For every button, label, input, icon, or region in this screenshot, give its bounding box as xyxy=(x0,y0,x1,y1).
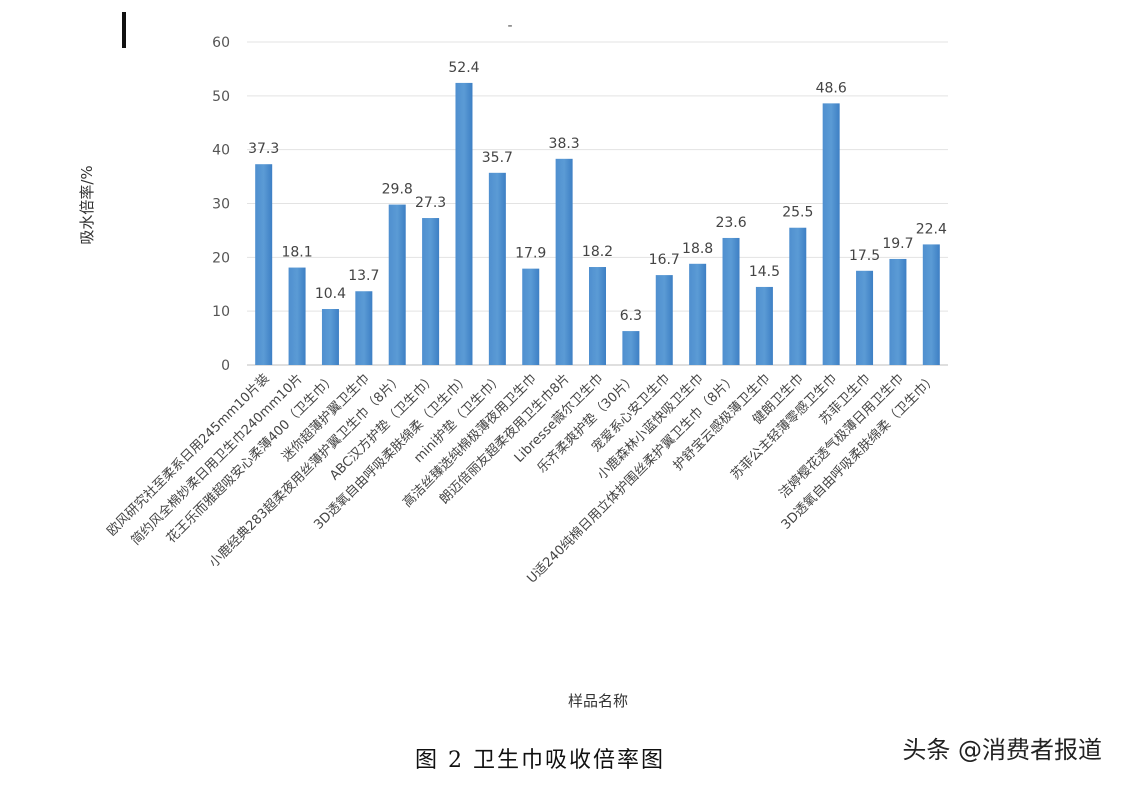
y-axis-label: 吸水倍率/% xyxy=(78,165,96,244)
bar xyxy=(889,258,907,365)
y-tick-label: 10 xyxy=(212,304,230,320)
y-tick-label: 60 xyxy=(212,35,230,51)
bar xyxy=(288,267,306,365)
data-label: 48.6 xyxy=(816,80,847,96)
data-label: 6.3 xyxy=(620,308,642,324)
chart-title: - xyxy=(507,18,512,34)
x-tick-labels: 欧风研究社至柔系日用245mm10片装简约风全棉妙柔日用卫生巾240mm10片花… xyxy=(104,371,940,587)
x-axis-label: 样品名称 xyxy=(568,692,628,710)
y-tick-label: 50 xyxy=(212,89,230,105)
data-label: 38.3 xyxy=(549,136,580,152)
data-label: 18.2 xyxy=(582,244,613,260)
data-label: 19.7 xyxy=(882,236,913,252)
bar xyxy=(388,204,406,365)
data-label: 25.5 xyxy=(782,205,813,221)
watermark: 头条 @消费者报道 xyxy=(902,736,1102,764)
bars xyxy=(255,82,940,366)
bar xyxy=(555,158,573,365)
data-label: 52.4 xyxy=(448,60,479,76)
data-label: 14.5 xyxy=(749,264,780,280)
bar xyxy=(355,291,373,365)
data-label: 13.7 xyxy=(348,268,379,284)
bar xyxy=(488,172,506,365)
y-tick-labels: 0 10 20 30 40 50 60 xyxy=(212,35,230,374)
bar xyxy=(321,309,339,365)
bar xyxy=(856,270,874,365)
data-label: 22.4 xyxy=(916,221,947,237)
bar xyxy=(589,267,606,365)
data-label: 37.3 xyxy=(248,141,279,157)
data-label: 23.6 xyxy=(715,215,746,231)
data-label: 29.8 xyxy=(382,182,413,198)
y-tick-label: 40 xyxy=(212,143,230,159)
data-label: 17.5 xyxy=(849,248,880,264)
bar xyxy=(755,286,773,365)
bar xyxy=(689,263,707,365)
x-tick-label: 简约风全棉妙柔日用卫生巾240mm10片 xyxy=(128,371,306,549)
data-label: 18.1 xyxy=(281,245,312,261)
data-label: 17.9 xyxy=(515,246,546,262)
value-labels: 37.3 18.1 10.413.7 29.827.3 52.4 35.7 17.9 38.3… xyxy=(248,60,947,324)
bar xyxy=(722,237,740,365)
figure-caption: 图 2 卫生巾吸收倍率图 xyxy=(415,748,665,773)
y-tick-label: 30 xyxy=(212,197,230,213)
data-label: 18.8 xyxy=(682,241,713,257)
decorative-bar xyxy=(122,12,126,48)
data-label: 10.4 xyxy=(315,286,346,302)
bar xyxy=(455,82,473,365)
bar xyxy=(522,268,540,365)
data-label: 27.3 xyxy=(415,195,446,211)
bar xyxy=(655,275,673,365)
data-label: 16.7 xyxy=(649,252,680,268)
data-label: 35.7 xyxy=(482,150,513,166)
y-tick-label: 0 xyxy=(221,358,230,374)
bar xyxy=(422,218,440,365)
bar xyxy=(822,103,840,366)
bar xyxy=(622,331,640,365)
bar xyxy=(922,244,940,365)
bar xyxy=(789,227,807,365)
y-tick-label: 20 xyxy=(212,250,230,266)
bar xyxy=(255,164,273,365)
